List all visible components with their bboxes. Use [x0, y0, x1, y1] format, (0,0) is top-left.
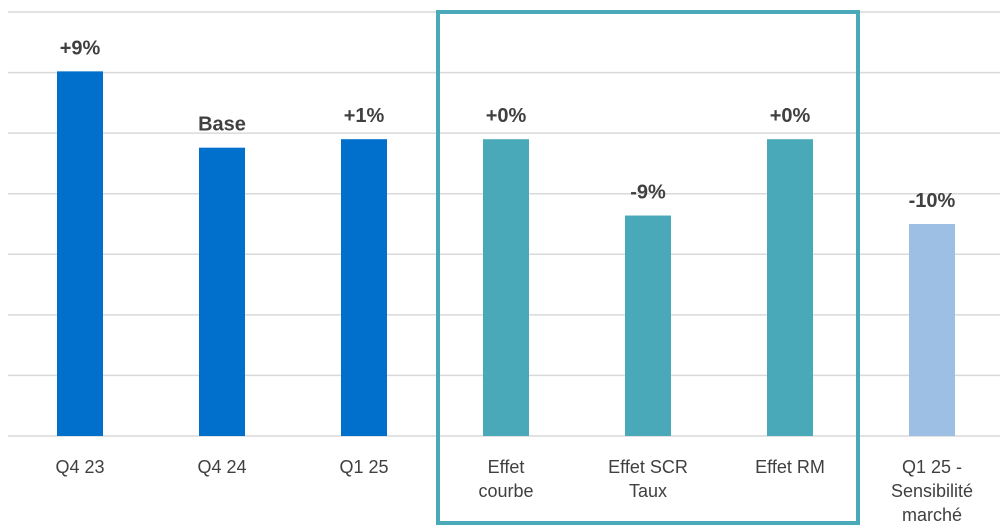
data-labels: +9% Base +1% +0% -9% +0% -10% — [60, 37, 956, 212]
data-label: +9% — [60, 37, 101, 59]
x-tick-label: Effet SCR Taux — [608, 457, 688, 501]
data-label: -9% — [630, 182, 666, 204]
bar — [483, 139, 529, 436]
highlight-box — [436, 10, 860, 525]
x-tick-label-line: Q1 25 — [339, 457, 388, 477]
x-tick-label-line: Q4 23 — [55, 457, 104, 477]
x-tick-label: Q4 24 — [197, 457, 246, 477]
x-tick-label: Effet courbe — [478, 457, 533, 501]
bars — [57, 71, 955, 437]
x-tick-label: Q4 23 — [55, 457, 104, 477]
bar — [767, 139, 813, 436]
x-tick-label-line: Taux — [629, 481, 667, 501]
x-tick-label-line: Sensibilité — [891, 481, 973, 501]
data-label: +1% — [344, 105, 385, 127]
x-tick-label-line: courbe — [478, 481, 533, 501]
bar — [625, 215, 671, 436]
bar — [57, 71, 103, 437]
x-tick-label-line: Effet SCR — [608, 457, 688, 477]
data-label: +0% — [486, 105, 527, 127]
bar — [341, 139, 387, 436]
x-tick-label: Effet RM — [755, 457, 825, 477]
bar — [909, 224, 955, 436]
x-tick-label-line: marché — [902, 505, 962, 525]
x-tick-label-line: Effet RM — [755, 457, 825, 477]
x-tick-label-line: Effet — [488, 457, 525, 477]
highlight-box-group — [436, 10, 860, 525]
x-tick-label-line: Q4 24 — [197, 457, 246, 477]
x-tick-label: Q1 25 — [339, 457, 388, 477]
x-tick-label: Q1 25 - Sensibilité marché — [891, 457, 973, 525]
data-label: -10% — [909, 190, 956, 212]
bar — [199, 147, 245, 436]
data-label: +0% — [770, 105, 811, 127]
data-label: Base — [198, 114, 246, 136]
x-tick-label-line: Q1 25 - — [902, 457, 962, 477]
